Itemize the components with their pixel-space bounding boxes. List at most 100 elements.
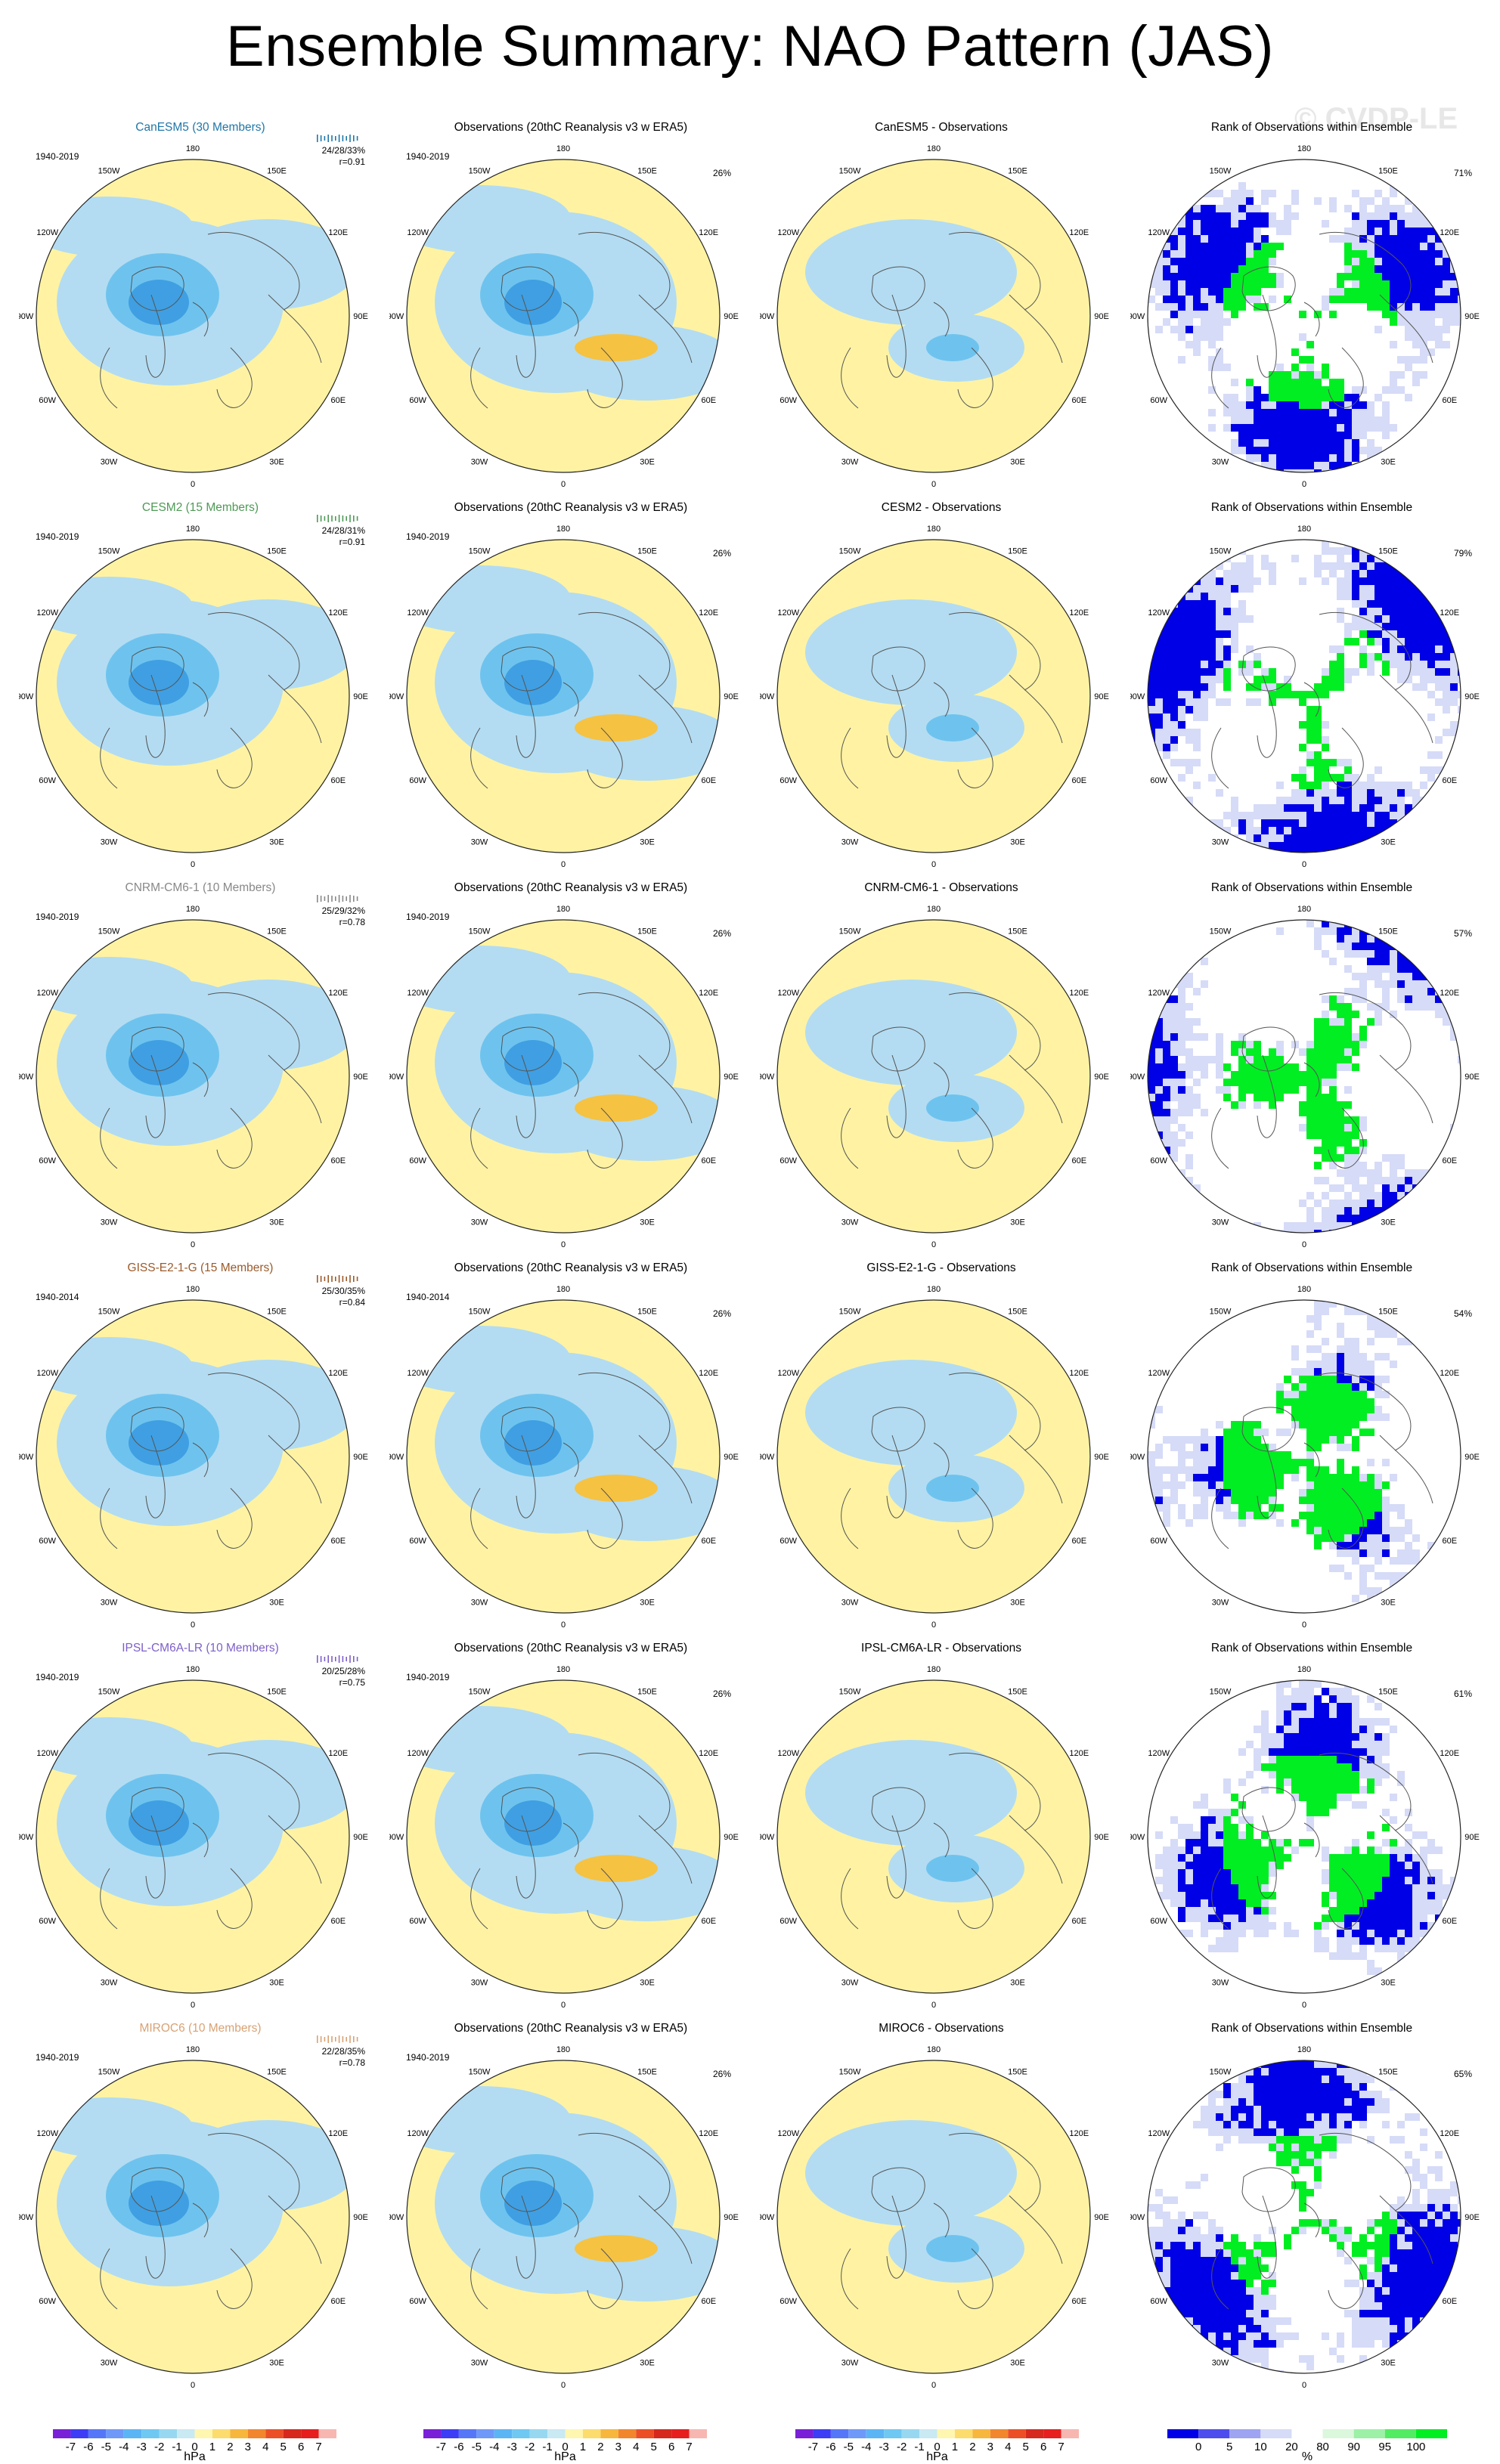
rank-cell	[1382, 850, 1390, 857]
rank-cell	[1359, 447, 1367, 454]
rank-cell	[1450, 920, 1458, 927]
longitude-label: 30E	[640, 837, 655, 847]
rank-cell	[1193, 288, 1201, 296]
rank-cell	[1276, 243, 1284, 250]
rank-cell	[1155, 1300, 1163, 1308]
rank-cell	[1163, 1079, 1170, 1086]
rank-cell	[1306, 729, 1314, 736]
rank-cell	[1238, 1839, 1246, 1846]
rank-cell	[1359, 1169, 1367, 1177]
rank-cell	[1405, 1527, 1412, 1534]
rank-cell	[1261, 469, 1269, 477]
rank-cell	[1382, 980, 1390, 988]
rank-cell	[1155, 1184, 1163, 1192]
polar-map: 180150E120E90E60E30E030W60W90W120W150W	[19, 1642, 382, 2020]
rank-cell	[1163, 1854, 1170, 1862]
rank-cell	[1397, 228, 1405, 235]
rank-cell	[1291, 1763, 1299, 1771]
rank-cell	[1374, 1922, 1382, 1930]
rank-cell	[1443, 1300, 1450, 1308]
rank-cell	[1374, 220, 1382, 228]
rank-cell	[1314, 782, 1322, 789]
rank-cell	[1306, 2121, 1314, 2128]
rank-cell	[1405, 1308, 1412, 1315]
longitude-label: 30E	[1010, 2358, 1025, 2367]
rank-cell	[1306, 371, 1314, 379]
rank-cell	[1337, 1026, 1344, 1033]
rank-cell	[1458, 182, 1465, 190]
longitude-label: 90W	[19, 1453, 34, 1462]
rank-cell	[1178, 1041, 1185, 1048]
rank-cell	[1397, 1587, 1405, 1595]
rank-cell	[1322, 462, 1329, 469]
rank-cell	[1382, 1527, 1390, 1534]
rank-cell	[1458, 1610, 1465, 1617]
rank-cell	[1314, 570, 1322, 577]
rank-cell	[1299, 1383, 1306, 1391]
rank-cell	[1390, 1907, 1397, 1915]
rank-cell	[1412, 1199, 1420, 1207]
rank-cell	[1435, 623, 1443, 630]
rank-cell	[1148, 935, 1155, 943]
rank-cell	[1359, 2113, 1367, 2121]
rank-cell	[1231, 288, 1238, 296]
rank-cell	[1170, 1131, 1178, 1139]
rank-cell	[1170, 258, 1178, 265]
rank-cell	[1223, 280, 1231, 288]
rank-cell	[1337, 409, 1344, 416]
rank-cell	[1344, 1937, 1352, 1945]
rank-cell	[1314, 1429, 1322, 1436]
rank-cell	[1193, 1854, 1201, 1862]
rank-cell	[1344, 1945, 1352, 1952]
rank-cell	[1238, 1056, 1246, 1063]
rank-cell	[1458, 1884, 1465, 1892]
rank-cell	[1382, 432, 1390, 439]
rank-cell	[1254, 394, 1261, 401]
rank-cell	[1352, 1184, 1359, 1192]
rank-cell	[1359, 988, 1367, 995]
rank-cell	[1374, 228, 1382, 235]
rank-cell	[1246, 296, 1254, 303]
rank-cell	[1223, 228, 1231, 235]
rank-cell	[1352, 386, 1359, 394]
rank-cell	[1329, 424, 1337, 432]
rank-cell	[1443, 661, 1450, 668]
rank-cell	[1155, 1041, 1163, 1048]
rank-cell	[1412, 280, 1420, 288]
rank-cell	[1148, 243, 1155, 250]
rank-cell	[1382, 2098, 1390, 2106]
rank-cell	[1163, 1063, 1170, 1071]
rank-cell	[1337, 1945, 1344, 1952]
rank-cell	[1163, 973, 1170, 980]
rank-cell	[1420, 1899, 1427, 1907]
rank-cell	[1390, 1474, 1397, 1481]
rank-cell	[1382, 965, 1390, 973]
rank-cell	[1254, 220, 1261, 228]
rank-cell	[1208, 296, 1216, 303]
rank-cell	[1344, 1063, 1352, 1071]
rank-cell	[1223, 577, 1231, 585]
rank-cell	[1367, 1512, 1374, 1519]
rank-cell	[1435, 1192, 1443, 1199]
rank-cell	[1352, 265, 1359, 273]
rank-cell	[1435, 1300, 1443, 1308]
rank-cell	[1148, 1124, 1155, 1131]
map-panel-model-row6: 180150E120E90E60E30E030W60W90W120W150WMI…	[19, 2022, 382, 2400]
rank-cell	[1420, 1877, 1427, 1884]
rank-cell	[1201, 691, 1208, 698]
rank-cell	[1420, 1602, 1427, 1610]
rank-cell	[1450, 676, 1458, 683]
rank-cell	[1201, 1831, 1208, 1839]
rank-cell	[1201, 243, 1208, 250]
rank-cell	[1322, 1512, 1329, 1519]
rank-cell	[1246, 1474, 1254, 1481]
rank-cell	[1314, 1109, 1322, 1116]
rank-cell	[1178, 318, 1185, 326]
rank-cell	[1412, 371, 1420, 379]
rank-cell	[1359, 197, 1367, 205]
rank-cell	[1299, 1718, 1306, 1726]
rank-cell	[1314, 827, 1322, 834]
rank-cell	[1299, 416, 1306, 424]
rank-cell	[1359, 2106, 1367, 2113]
rank-cell	[1155, 243, 1163, 250]
